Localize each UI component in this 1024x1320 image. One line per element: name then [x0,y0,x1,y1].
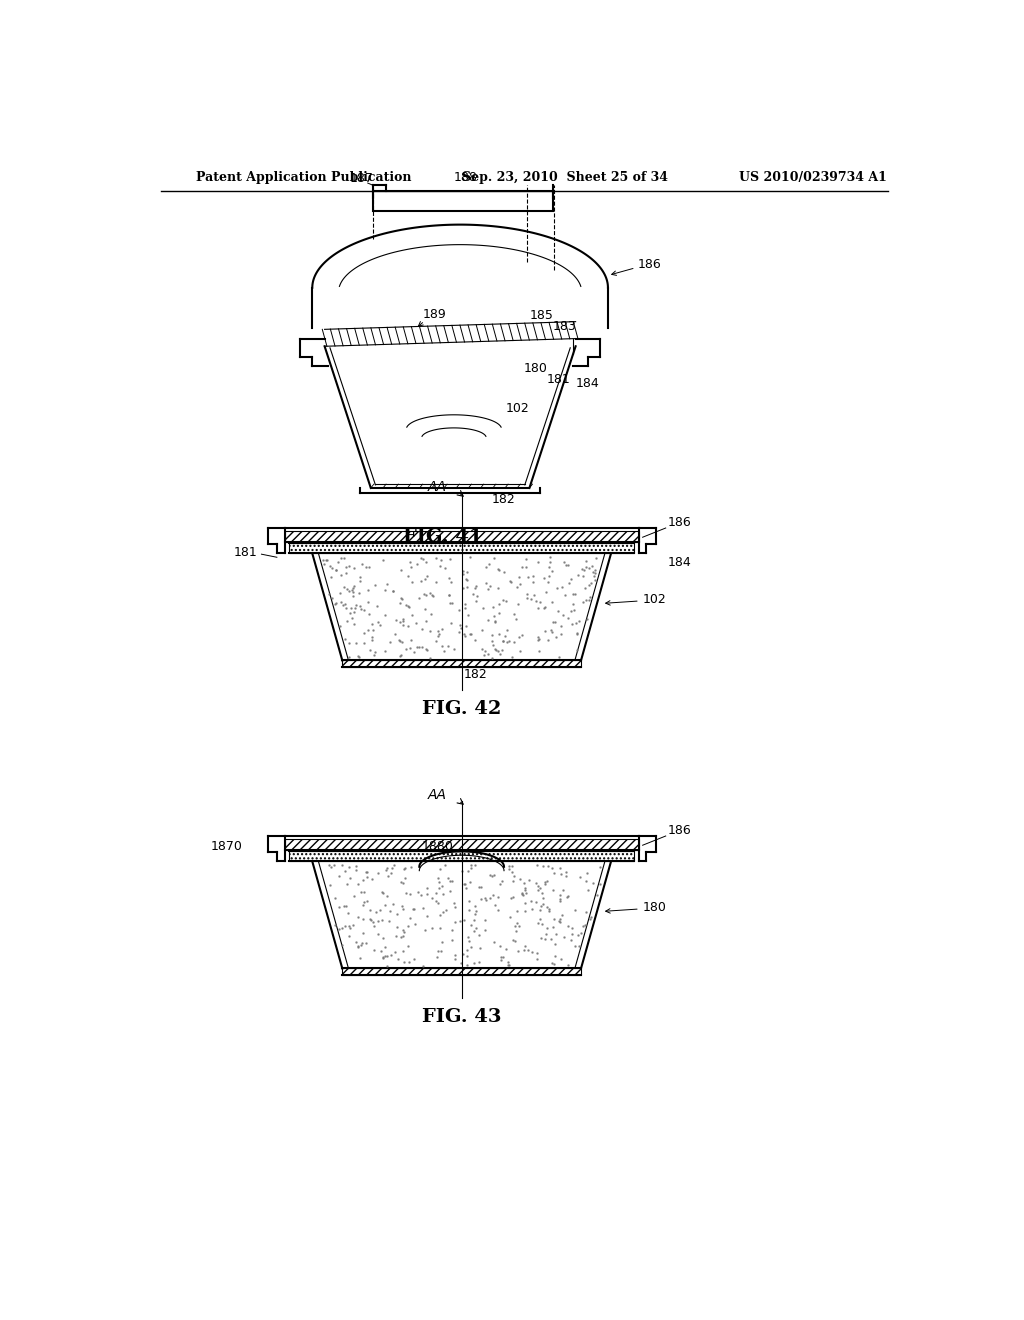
Text: US 2010/0239734 A1: US 2010/0239734 A1 [739,172,887,185]
Text: 182: 182 [493,494,516,507]
Bar [342,969,581,974]
Text: 183: 183 [552,321,575,333]
Bar [342,660,581,667]
Text: AA: AA [427,480,446,494]
Bar [285,531,639,543]
Text: 189: 189 [423,308,446,321]
Bar [285,840,639,850]
Bar [289,851,634,862]
Text: 180: 180 [523,363,548,375]
Text: 181: 181 [547,374,570,387]
Text: 187: 187 [349,172,374,185]
Text: 181: 181 [233,545,258,558]
Text: 186: 186 [668,825,692,837]
Text: Patent Application Publication: Patent Application Publication [196,172,412,185]
Text: 1870: 1870 [210,840,243,853]
Bar [289,544,634,553]
Text: 184: 184 [668,557,692,569]
Text: 186: 186 [637,257,660,271]
Text: 102: 102 [605,594,667,606]
Text: 188: 188 [454,170,477,183]
Text: 186: 186 [668,516,692,529]
Text: 102: 102 [505,403,529,416]
Text: Sep. 23, 2010  Sheet 25 of 34: Sep. 23, 2010 Sheet 25 of 34 [462,172,668,185]
Text: FIG. 43: FIG. 43 [422,1008,502,1027]
Text: 185: 185 [529,309,554,322]
Text: FIG. 41: FIG. 41 [402,528,482,546]
Text: 180: 180 [605,902,667,915]
Text: AA: AA [427,788,446,803]
Text: 1880: 1880 [422,840,454,853]
Text: 182: 182 [464,668,487,681]
Text: FIG. 42: FIG. 42 [422,701,502,718]
Text: 184: 184 [575,378,599,391]
